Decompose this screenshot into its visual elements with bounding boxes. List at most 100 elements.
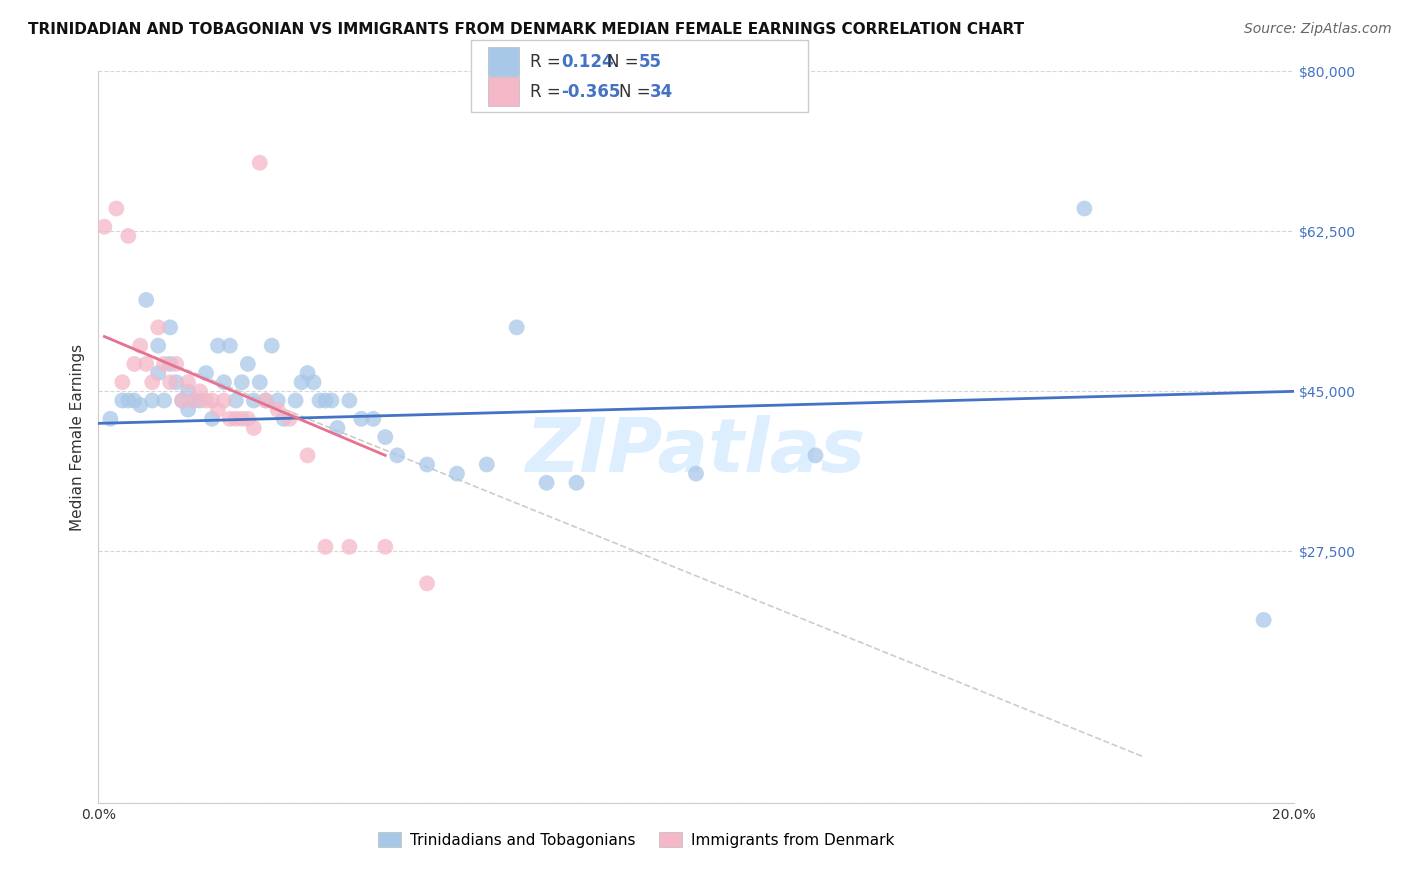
- Point: [231, 375, 253, 389]
- Point: [225, 393, 247, 408]
- Point: [685, 467, 707, 481]
- Text: 0.124: 0.124: [561, 53, 613, 70]
- Point: [243, 421, 266, 435]
- Point: [207, 338, 229, 352]
- Point: [339, 540, 361, 554]
- Text: -0.365: -0.365: [561, 83, 620, 101]
- Point: [315, 540, 337, 554]
- Point: [416, 576, 439, 591]
- Point: [141, 393, 163, 408]
- Point: [416, 458, 439, 472]
- Point: [93, 219, 115, 234]
- Point: [135, 293, 157, 307]
- Point: [536, 475, 558, 490]
- Point: [236, 411, 259, 425]
- Point: [284, 393, 307, 408]
- Point: [135, 357, 157, 371]
- Point: [374, 430, 396, 444]
- Point: [124, 357, 146, 371]
- Point: [350, 411, 373, 425]
- Point: [804, 448, 827, 462]
- Point: [321, 393, 343, 408]
- Text: ZIPatlas: ZIPatlas: [526, 415, 866, 488]
- Point: [273, 411, 295, 425]
- Point: [297, 366, 319, 380]
- Text: N =: N =: [607, 53, 644, 70]
- Point: [1073, 202, 1095, 216]
- Text: R =: R =: [530, 53, 567, 70]
- Point: [188, 393, 211, 408]
- Point: [225, 411, 247, 425]
- Point: [219, 338, 242, 352]
- Point: [159, 375, 181, 389]
- Point: [236, 357, 259, 371]
- Point: [111, 393, 134, 408]
- Point: [172, 393, 194, 408]
- Point: [105, 202, 128, 216]
- Point: [177, 402, 200, 417]
- Point: [267, 402, 290, 417]
- Point: [267, 393, 290, 408]
- Point: [148, 366, 170, 380]
- Point: [117, 393, 139, 408]
- Point: [177, 375, 200, 389]
- Point: [326, 421, 349, 435]
- Point: [129, 398, 152, 412]
- Point: [385, 448, 409, 462]
- Point: [183, 393, 205, 408]
- Point: [219, 411, 242, 425]
- Point: [159, 357, 181, 371]
- Point: [98, 411, 122, 425]
- Point: [297, 448, 319, 462]
- Text: R =: R =: [530, 83, 567, 101]
- Legend: Trinidadians and Tobagonians, Immigrants from Denmark: Trinidadians and Tobagonians, Immigrants…: [373, 825, 900, 854]
- Point: [212, 375, 235, 389]
- Point: [249, 155, 271, 169]
- Point: [475, 458, 498, 472]
- Text: N =: N =: [619, 83, 655, 101]
- Point: [291, 375, 314, 389]
- Point: [129, 338, 152, 352]
- Point: [254, 393, 277, 408]
- Point: [243, 393, 266, 408]
- Point: [177, 384, 200, 399]
- Point: [188, 384, 211, 399]
- Point: [124, 393, 146, 408]
- Text: Source: ZipAtlas.com: Source: ZipAtlas.com: [1244, 22, 1392, 37]
- Point: [183, 393, 205, 408]
- Point: [165, 357, 187, 371]
- Point: [212, 393, 235, 408]
- Text: 34: 34: [650, 83, 673, 101]
- Point: [201, 393, 224, 408]
- Point: [260, 338, 283, 352]
- Point: [278, 411, 301, 425]
- Point: [308, 393, 330, 408]
- Text: 55: 55: [638, 53, 661, 70]
- Point: [254, 393, 277, 408]
- Point: [565, 475, 588, 490]
- Point: [315, 393, 337, 408]
- Point: [374, 540, 396, 554]
- Point: [111, 375, 134, 389]
- Point: [446, 467, 468, 481]
- Point: [339, 393, 361, 408]
- Y-axis label: Median Female Earnings: Median Female Earnings: [69, 343, 84, 531]
- Point: [506, 320, 529, 334]
- Point: [117, 228, 139, 243]
- Point: [165, 375, 187, 389]
- Point: [172, 393, 194, 408]
- Point: [159, 320, 181, 334]
- Point: [363, 411, 385, 425]
- Point: [231, 411, 253, 425]
- Point: [201, 411, 224, 425]
- Point: [249, 375, 271, 389]
- Point: [207, 402, 229, 417]
- Point: [141, 375, 163, 389]
- Point: [153, 357, 176, 371]
- Point: [302, 375, 325, 389]
- Point: [148, 320, 170, 334]
- Point: [195, 366, 218, 380]
- Point: [148, 338, 170, 352]
- Point: [153, 393, 176, 408]
- Point: [195, 393, 218, 408]
